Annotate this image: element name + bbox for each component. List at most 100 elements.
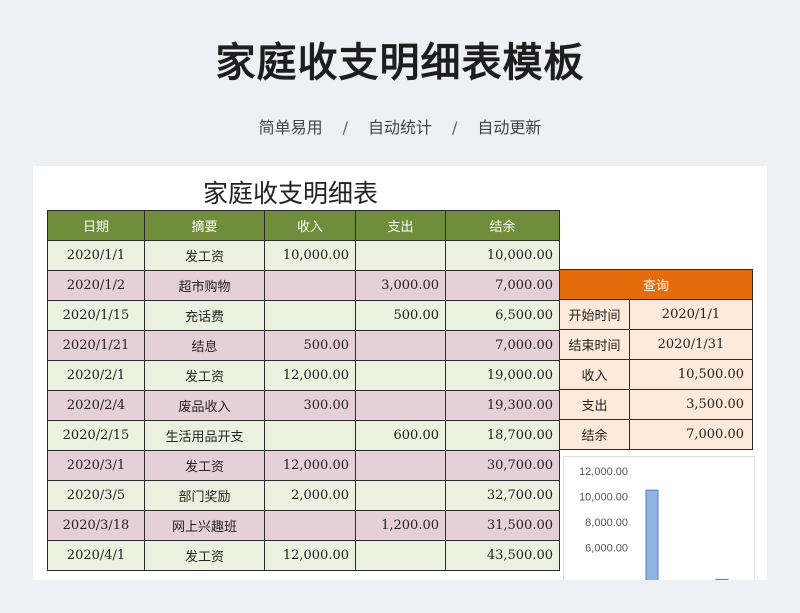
expense-cell[interactable] xyxy=(355,330,446,361)
summary-cell[interactable]: 发工资 xyxy=(144,240,265,271)
balance-cell[interactable]: 31,500.00 xyxy=(445,510,560,541)
ledger-row: 2020/2/15 生活用品开支 600.00 18,700.00 xyxy=(47,420,560,451)
feature-list: 简单易用 / 自动统计 / 自动更新 xyxy=(0,114,800,138)
balance-cell[interactable]: 19,000.00 xyxy=(445,360,560,391)
separator: / xyxy=(452,118,458,137)
query-label: 支出 xyxy=(559,389,630,420)
ledger-row: 2020/3/1 发工资 12,000.00 30,700.00 xyxy=(47,450,560,481)
y-tick-label: 6,000.00 xyxy=(585,543,628,555)
summary-cell[interactable]: 发工资 xyxy=(144,450,265,481)
income-cell[interactable]: 12,000.00 xyxy=(264,360,356,391)
ledger-table: 日期 摘要 收入 支出 结余 2020/1/1 发工资 10,000.00 10,00… xyxy=(47,210,560,571)
date-cell[interactable]: 2020/4/1 xyxy=(47,540,145,571)
date-cell[interactable]: 2020/2/4 xyxy=(47,390,145,421)
date-cell[interactable]: 2020/1/15 xyxy=(47,300,145,331)
ledger-row: 2020/3/18 网上兴趣班 1,200.00 31,500.00 xyxy=(47,510,560,541)
query-label: 收入 xyxy=(559,359,630,390)
ledger-row: 2020/1/2 超市购物 3,000.00 7,000.00 xyxy=(47,270,560,301)
date-cell[interactable]: 2020/2/15 xyxy=(47,420,145,451)
ledger-row: 2020/1/21 结息 500.00 7,000.00 xyxy=(47,330,560,361)
column-header-summary[interactable]: 摘要 xyxy=(144,210,265,241)
ledger-row: 2020/3/5 部门奖励 2,000.00 32,700.00 xyxy=(47,480,560,511)
expense-cell[interactable]: 1,200.00 xyxy=(355,510,446,541)
feature-auto-update: 自动更新 xyxy=(477,118,542,137)
query-row: 开始时间 2020/1/1 xyxy=(559,299,753,330)
ledger-row: 2020/1/1 发工资 10,000.00 10,000.00 xyxy=(47,240,560,271)
income-cell[interactable] xyxy=(264,510,356,541)
balance-cell[interactable]: 10,000.00 xyxy=(445,240,560,271)
summary-cell[interactable]: 网上兴趣班 xyxy=(144,510,265,541)
balance-cell[interactable]: 43,500.00 xyxy=(445,540,560,571)
query-label: 结束时间 xyxy=(559,329,630,360)
ledger-body: 2020/1/1 发工资 10,000.00 10,000.00 2020/1/2 超市购… xyxy=(47,240,560,571)
query-row: 结余 7,000.00 xyxy=(559,419,753,450)
date-cell[interactable]: 2020/1/2 xyxy=(47,270,145,301)
summary-cell[interactable]: 部门奖励 xyxy=(144,480,265,511)
ledger-row: 2020/2/4 废品收入 300.00 19,300.00 xyxy=(47,390,560,421)
balance-cell[interactable]: 32,700.00 xyxy=(445,480,560,511)
income-cell[interactable] xyxy=(264,270,356,301)
ledger-row: 2020/2/1 发工资 12,000.00 19,000.00 xyxy=(47,360,560,391)
balance-cell[interactable]: 6,500.00 xyxy=(445,300,560,331)
column-header-balance[interactable]: 结余 xyxy=(445,210,560,241)
query-balance-value: 7,000.00 xyxy=(629,419,753,450)
bar-expense[interactable] xyxy=(715,578,729,580)
summary-cell[interactable]: 废品收入 xyxy=(144,390,265,421)
end-date-field[interactable]: 2020/1/31 xyxy=(629,329,753,360)
query-row: 结束时间 2020/1/31 xyxy=(559,329,753,360)
expense-cell[interactable] xyxy=(355,240,446,271)
income-cell[interactable]: 12,000.00 xyxy=(264,450,356,481)
income-cell[interactable]: 2,000.00 xyxy=(264,480,356,511)
summary-cell[interactable]: 生活用品开支 xyxy=(144,420,265,451)
ledger-row: 2020/4/1 发工资 12,000.00 43,500.00 xyxy=(47,540,560,571)
summary-cell[interactable]: 结息 xyxy=(144,330,265,361)
summary-cell[interactable]: 发工资 xyxy=(144,540,265,571)
expense-cell[interactable]: 3,000.00 xyxy=(355,270,446,301)
query-income-value: 10,500.00 xyxy=(629,359,753,390)
balance-cell[interactable]: 18,700.00 xyxy=(445,420,560,451)
balance-cell[interactable]: 7,000.00 xyxy=(445,330,560,361)
income-cell[interactable]: 500.00 xyxy=(264,330,356,361)
column-header-expense[interactable]: 支出 xyxy=(355,210,446,241)
page-title: 家庭收支明细表模板 xyxy=(215,40,585,86)
income-cell[interactable]: 12,000.00 xyxy=(264,540,356,571)
column-header-date[interactable]: 日期 xyxy=(47,210,145,241)
bar-income[interactable] xyxy=(645,489,659,580)
query-label: 结余 xyxy=(559,419,630,450)
summary-chart-svg: 12,000.00 10,000.00 8,000.00 6,000.00 xyxy=(579,466,729,580)
y-tick-label: 10,000.00 xyxy=(579,492,628,504)
summary-cell[interactable]: 发工资 xyxy=(144,360,265,391)
ledger-row: 2020/1/15 充话费 500.00 6,500.00 xyxy=(47,300,560,331)
feature-auto-stats: 自动统计 xyxy=(367,118,432,137)
query-header-row: 查询 xyxy=(559,269,753,300)
expense-cell[interactable] xyxy=(355,360,446,391)
expense-cell[interactable] xyxy=(355,450,446,481)
income-cell[interactable] xyxy=(264,300,356,331)
summary-cell[interactable]: 超市购物 xyxy=(144,270,265,301)
expense-cell[interactable]: 600.00 xyxy=(355,420,446,451)
date-cell[interactable]: 2020/2/1 xyxy=(47,360,145,391)
date-cell[interactable]: 2020/3/18 xyxy=(47,510,145,541)
income-cell[interactable]: 300.00 xyxy=(264,390,356,421)
start-date-field[interactable]: 2020/1/1 xyxy=(629,299,753,330)
date-cell[interactable]: 2020/3/5 xyxy=(47,480,145,511)
income-cell[interactable]: 10,000.00 xyxy=(264,240,356,271)
balance-cell[interactable]: 19,300.00 xyxy=(445,390,560,421)
summary-chart: 12,000.00 10,000.00 8,000.00 6,000.00 xyxy=(563,456,755,580)
date-cell[interactable]: 2020/3/1 xyxy=(47,450,145,481)
column-header-income[interactable]: 收入 xyxy=(264,210,356,241)
ledger-header-row: 日期 摘要 收入 支出 结余 xyxy=(47,210,560,241)
query-label: 开始时间 xyxy=(559,299,630,330)
expense-cell[interactable]: 500.00 xyxy=(355,300,446,331)
date-cell[interactable]: 2020/1/21 xyxy=(47,330,145,361)
balance-cell[interactable]: 7,000.00 xyxy=(445,270,560,301)
income-cell[interactable] xyxy=(264,420,356,451)
date-cell[interactable]: 2020/1/1 xyxy=(47,240,145,271)
balance-cell[interactable]: 30,700.00 xyxy=(445,450,560,481)
expense-cell[interactable] xyxy=(355,540,446,571)
summary-cell[interactable]: 充话费 xyxy=(144,300,265,331)
expense-cell[interactable] xyxy=(355,480,446,511)
expense-cell[interactable] xyxy=(355,390,446,421)
query-expense-value: 3,500.00 xyxy=(629,389,753,420)
query-title[interactable]: 查询 xyxy=(559,269,753,300)
